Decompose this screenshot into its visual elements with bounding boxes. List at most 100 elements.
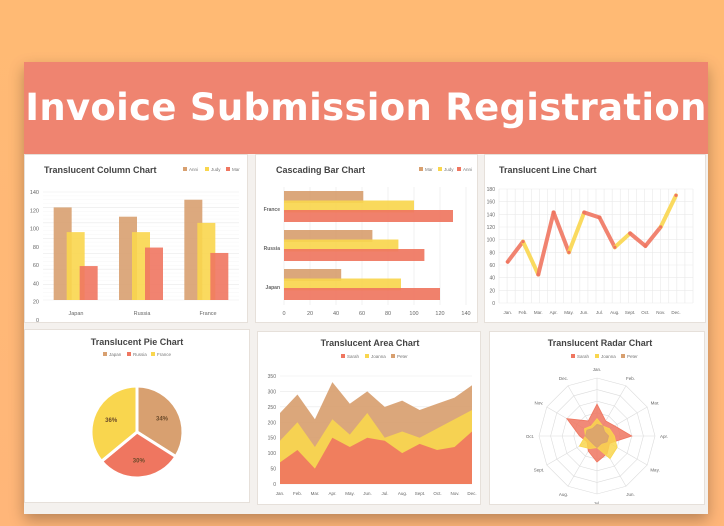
x-tick: Jul. <box>596 310 603 315</box>
legend-label-joanna: Joanna <box>601 354 616 359</box>
line-segment <box>582 210 602 220</box>
column-chart-legend: Anni Judy Mar <box>183 167 240 172</box>
y-tick: 200 <box>268 420 277 426</box>
y-tick: 160 <box>487 200 496 206</box>
legend-label-judy: Judy <box>211 167 221 172</box>
legend-swatch-japan <box>103 352 107 356</box>
x-tick: 60 <box>359 311 365 317</box>
legend-label-russia: Russia <box>133 352 147 357</box>
line-segment <box>658 193 678 229</box>
pie-chart-panel: Translucent Pie Chart Japan Russia Franc… <box>25 330 249 502</box>
x-tick: May. <box>345 491 354 496</box>
poster-sheet: Invoice Submission Registration Form Tra… <box>24 62 708 514</box>
x-tick: Aug. <box>610 310 619 315</box>
area-chart-y-ticks: 350 300 250 200 150 100 50 0 <box>268 374 277 488</box>
legend-label-anni: Anni <box>463 167 472 172</box>
x-tick: Jun. <box>363 491 372 496</box>
line-point-mar <box>536 272 540 277</box>
x-tick: Oct. <box>641 310 649 315</box>
legend-label-sarah: Sarah <box>577 354 590 359</box>
y-tick: 350 <box>268 374 277 380</box>
radar-axis-label: Mar. <box>651 401 660 406</box>
y-tick: 80 <box>33 245 39 251</box>
legend-swatch-anni <box>183 167 187 171</box>
y-tick: 20 <box>489 288 495 294</box>
legend-label-japan: Japan <box>109 352 122 357</box>
legend-swatch-judy <box>205 167 209 171</box>
pie-chart-title: Translucent Pie Chart <box>91 337 184 347</box>
x-tick: Oct. <box>433 491 441 496</box>
y-tick: 140 <box>487 212 496 218</box>
bar-anni-russia <box>284 230 373 242</box>
line-point-oct <box>643 244 647 248</box>
x-tick: Sept. <box>625 310 636 315</box>
legend-swatch-judy <box>438 167 442 171</box>
line-chart-title: Translucent Line Chart <box>499 165 597 175</box>
bar-anni-japan <box>284 269 342 281</box>
radar-axis-label: Jun. <box>626 492 635 497</box>
line-segment <box>597 215 617 250</box>
column-chart-title: Translucent Column Chart <box>44 165 157 175</box>
radar-chart-title: Translucent Radar Chart <box>548 338 653 348</box>
y-tick: 180 <box>487 187 496 193</box>
line-segment <box>566 210 587 255</box>
legend-label-mar: Mar <box>232 167 240 172</box>
y-tick: 100 <box>30 227 39 233</box>
x-tick: Jun. <box>580 310 589 315</box>
radar-axis-label: Aug. <box>559 492 568 497</box>
column-chart-x-labels: Japan Russia France <box>69 311 217 317</box>
y-tick: Japan <box>266 285 280 291</box>
bar-chart-legend: Mar Judy Anni <box>419 167 472 172</box>
legend-swatch-mar <box>226 167 230 171</box>
y-tick: 120 <box>30 208 39 214</box>
y-tick: 50 <box>270 467 276 473</box>
x-tick: Dec. <box>467 491 476 496</box>
x-tick: Feb. <box>518 310 527 315</box>
legend-swatch-france <box>151 352 155 356</box>
line-point-jun <box>582 210 586 215</box>
area-chart-title: Translucent Area Chart <box>321 338 420 348</box>
x-tick: 0 <box>282 311 285 317</box>
y-tick: 0 <box>273 482 276 488</box>
column-chart-panel: Translucent Column Chart Anni Judy Mar 1… <box>25 155 247 322</box>
area-chart-panel: Translucent Area Chart Sarah Joanna Pete… <box>258 332 480 504</box>
x-tick: 120 <box>435 311 444 317</box>
y-tick: 40 <box>489 276 495 282</box>
pie-chart: Translucent Pie Chart Japan Russia Franc… <box>89 337 185 480</box>
legend-swatch-joanna <box>595 354 599 358</box>
y-tick: 140 <box>30 190 39 196</box>
x-tick: 140 <box>461 311 470 317</box>
y-tick: 0 <box>36 318 39 322</box>
radar-axis-label: Nov. <box>535 401 544 406</box>
y-tick: 20 <box>33 300 39 306</box>
legend-label-judy: Judy <box>444 167 454 172</box>
bar-mar-japan <box>284 288 440 300</box>
x-tick: Feb. <box>293 491 302 496</box>
line-point-jul <box>597 215 602 220</box>
line-segment <box>612 231 633 250</box>
y-tick: 80 <box>489 250 495 256</box>
line-point-nov <box>659 225 663 229</box>
radar-axis-label: Jul. <box>593 501 600 504</box>
bar-chart-x-ticks: 0 20 40 60 80 100 120 140 <box>282 311 470 317</box>
line-segment <box>505 239 525 264</box>
column-chart-y-ticks: 140 120 100 80 60 40 20 0 <box>30 190 39 322</box>
bar-judy-russia <box>284 239 399 252</box>
bar-mar-russia <box>284 249 425 261</box>
legend-label-peter: Peter <box>627 354 638 359</box>
x-tick: 80 <box>385 311 391 317</box>
line-chart: Translucent Line Chart 180 160 140 120 1… <box>487 165 694 315</box>
x-tick: Apr. <box>550 310 558 315</box>
x-tick: Aug. <box>398 491 407 496</box>
y-tick: 60 <box>489 263 495 269</box>
line-segment <box>643 225 663 248</box>
radar-axis-label: May. <box>650 468 659 473</box>
x-tick: Dec. <box>671 310 680 315</box>
legend-label-mar: Mar <box>425 167 433 172</box>
radar-chart-legend: Sarah Joanna Peter <box>571 354 638 359</box>
y-tick: 100 <box>268 451 277 457</box>
x-tick: Japan <box>69 311 84 317</box>
x-tick: 100 <box>409 311 418 317</box>
legend-swatch-russia <box>127 352 131 356</box>
x-tick: Sept. <box>415 491 426 496</box>
